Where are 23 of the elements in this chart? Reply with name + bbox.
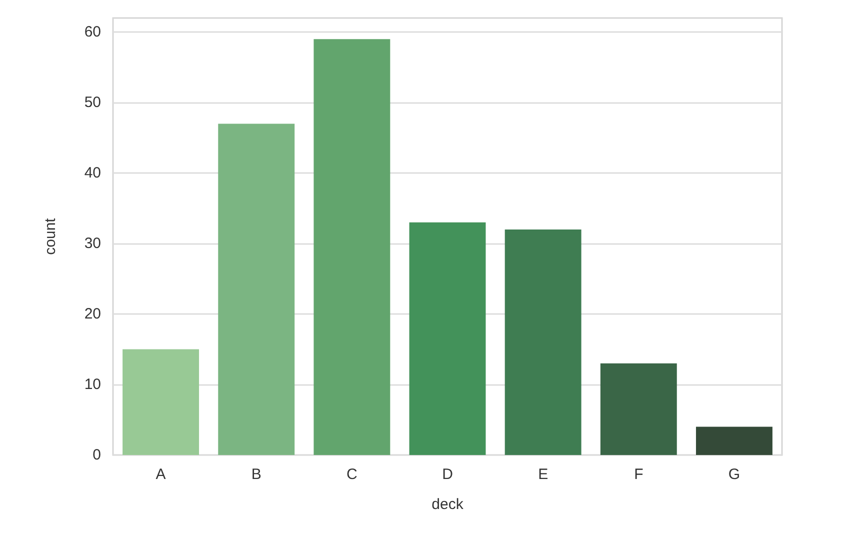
bar <box>218 124 295 455</box>
y-tick-label: 50 <box>84 94 101 112</box>
y-tick-label: 40 <box>84 164 101 182</box>
bar <box>409 222 486 455</box>
bar <box>314 39 390 455</box>
bar <box>696 426 772 455</box>
y-tick-label: 20 <box>84 306 101 323</box>
y-tick-label: 60 <box>84 24 101 41</box>
y-axis-title: count <box>42 217 59 255</box>
x-tick-label: E <box>538 466 548 483</box>
y-tick-label: 10 <box>84 376 101 394</box>
x-tick-label: F <box>634 466 644 483</box>
x-axis-title: deck <box>432 496 464 513</box>
x-tick-label: G <box>728 466 740 483</box>
bar <box>504 229 582 455</box>
bar <box>600 363 677 455</box>
x-tick-label: D <box>442 466 454 483</box>
y-tick-label: 30 <box>84 235 101 252</box>
x-tick-label: A <box>156 466 166 483</box>
x-tick-label: B <box>251 466 262 483</box>
y-tick-label: 0 <box>92 446 101 464</box>
bar <box>122 349 200 455</box>
x-tick-label: C <box>346 466 358 483</box>
